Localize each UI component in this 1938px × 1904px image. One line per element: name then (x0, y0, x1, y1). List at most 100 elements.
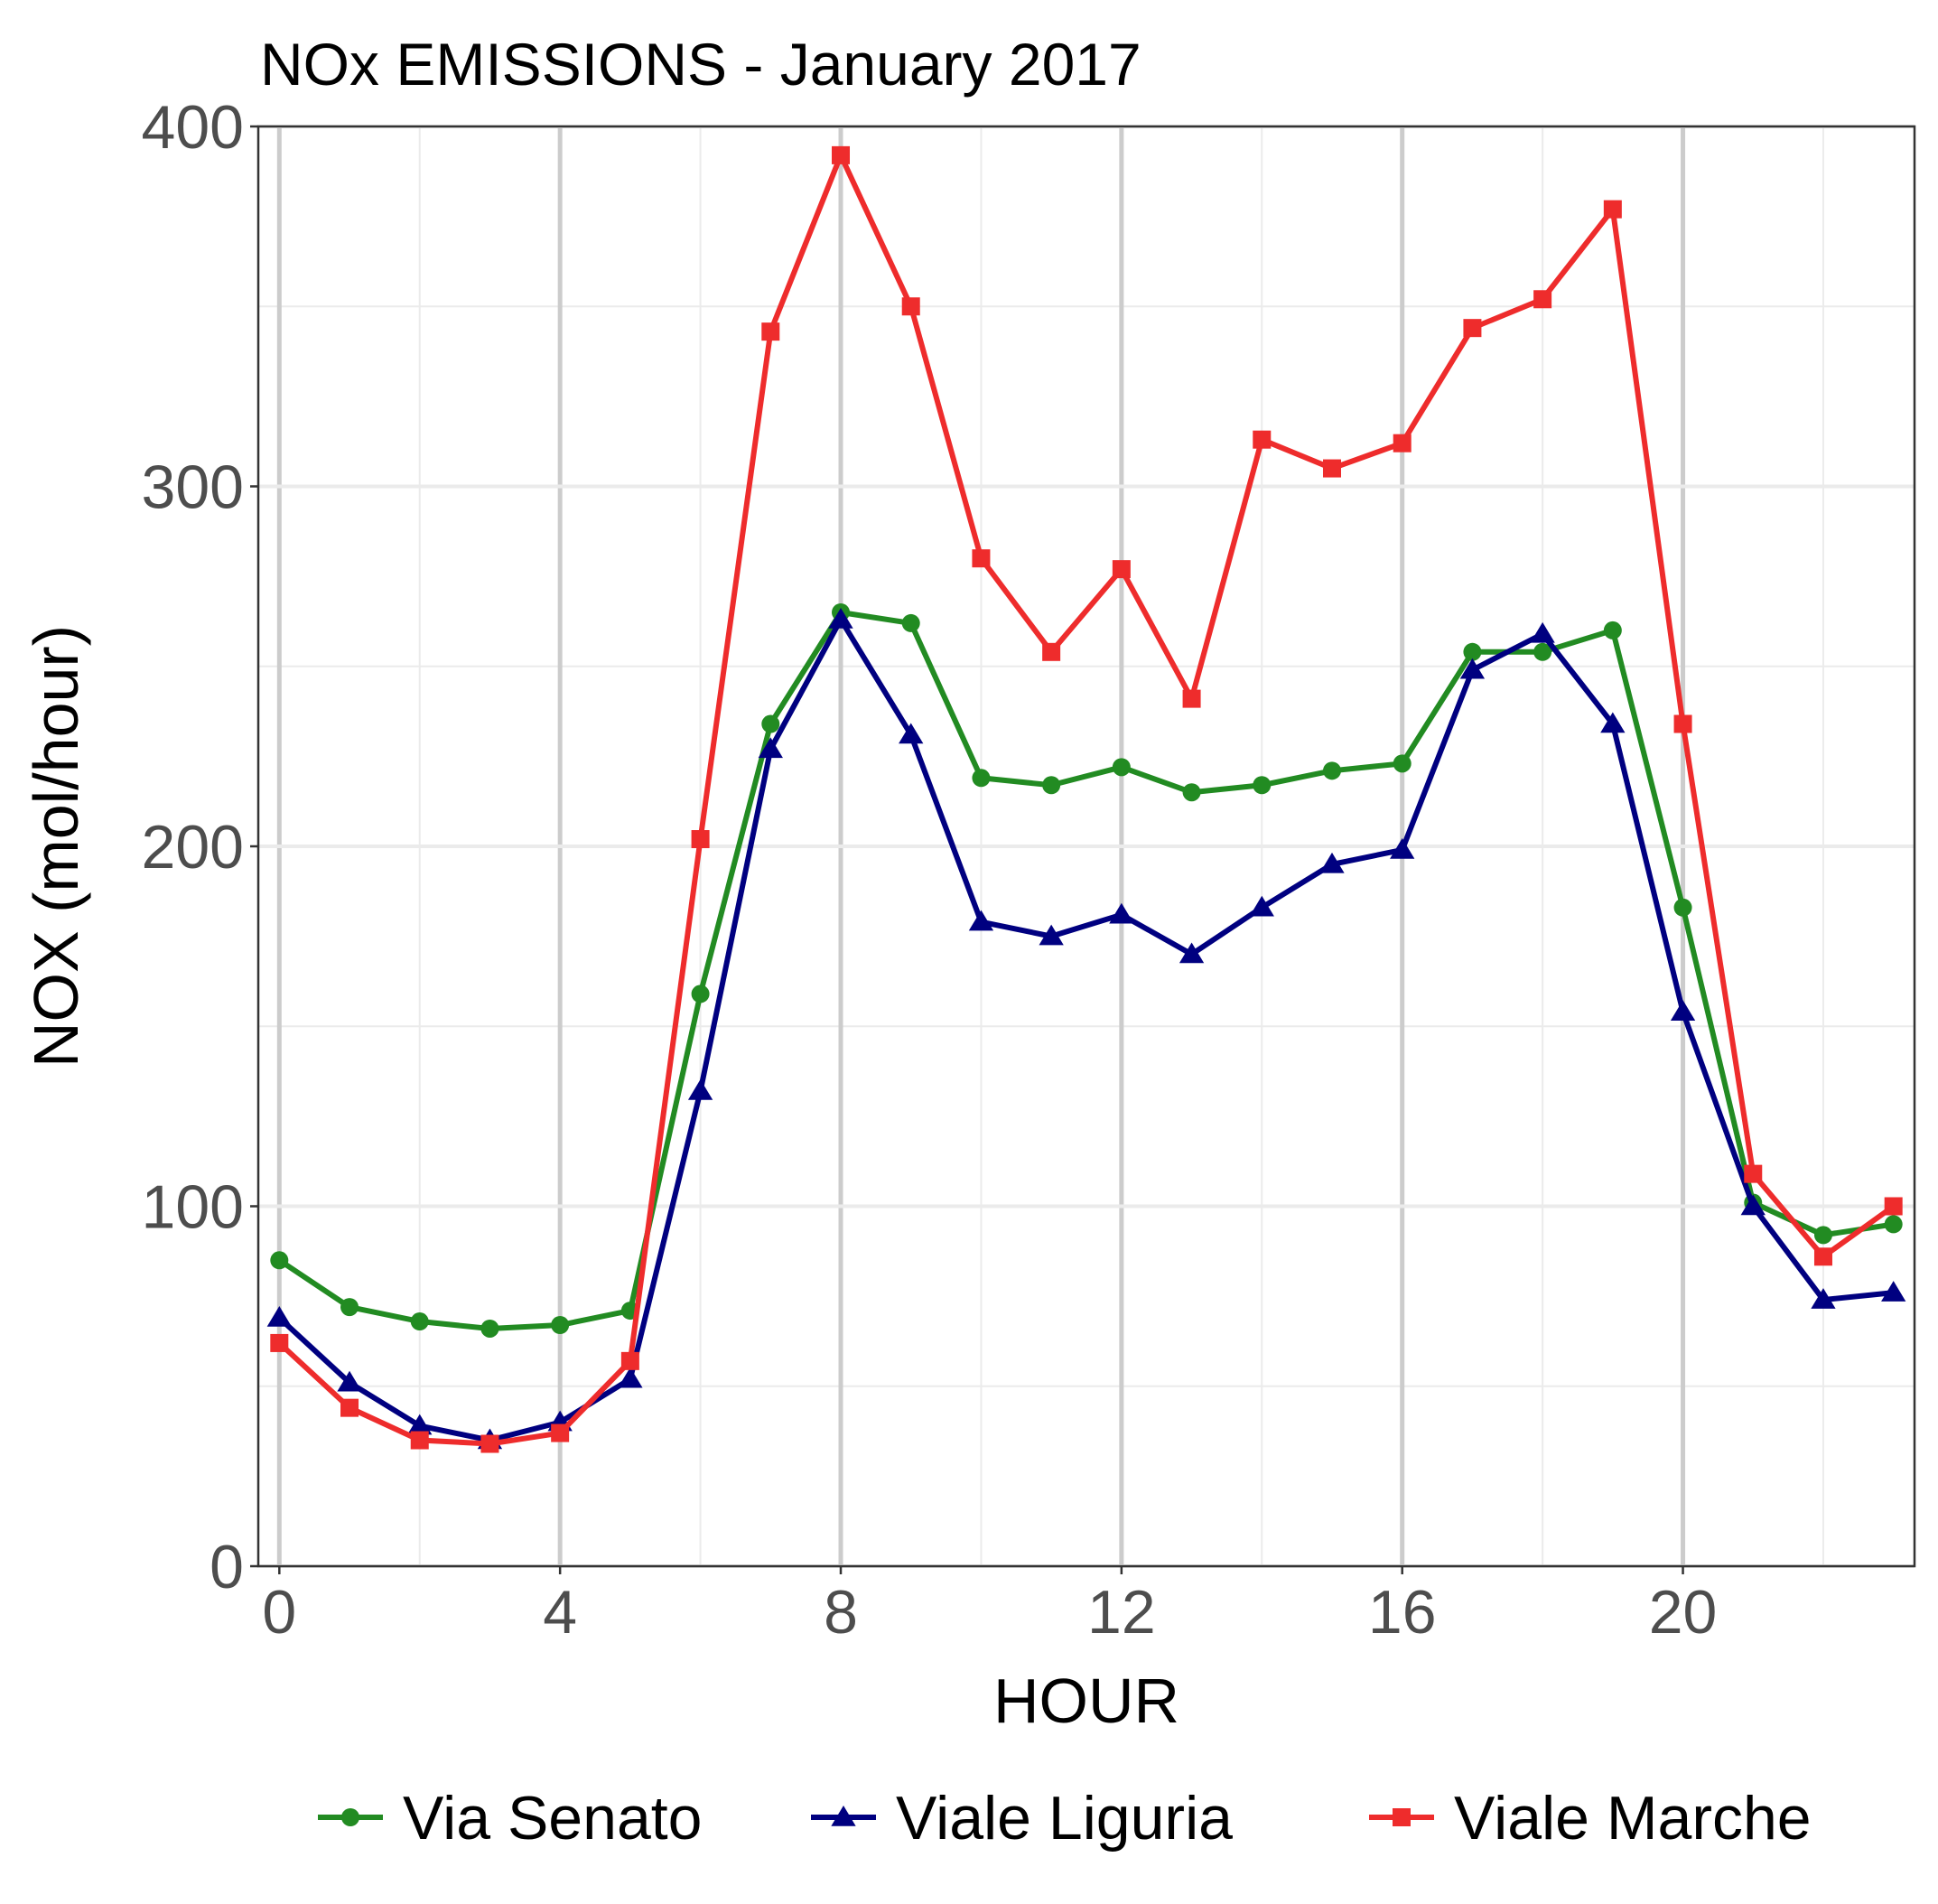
data-point-viale-liguria (266, 1306, 292, 1327)
data-point-viale-liguria (618, 1367, 643, 1388)
x-axis-ticks: 0 4 8 12 16 20 (262, 1566, 1717, 1647)
data-point-viale-liguria (1039, 924, 1064, 946)
data-point-via-senato (1813, 1226, 1832, 1245)
data-point-viale-liguria (968, 910, 994, 931)
series-viale-liguria (266, 607, 1906, 1450)
data-point-viale-liguria (758, 737, 783, 759)
legend-label: Via Senato (403, 1784, 702, 1853)
data-point-viale-marche (1603, 200, 1622, 219)
data-point-viale-marche (551, 1423, 570, 1442)
data-point-via-senato (1463, 642, 1482, 661)
legend-item-viale-marche: Viale Marche (1369, 1784, 1812, 1853)
data-point-viale-liguria (1600, 712, 1626, 733)
data-point-viale-marche (1744, 1164, 1763, 1183)
legend-label: Viale Marche (1454, 1784, 1812, 1853)
data-point-viale-marche (1463, 319, 1482, 338)
series-line-viale-marche (277, 152, 1896, 1447)
x-tick-label: 20 (1649, 1578, 1718, 1647)
data-point-viale-marche (340, 1398, 359, 1417)
x-tick-label: 8 (824, 1578, 858, 1647)
series-line-viale-liguria (277, 616, 1894, 1443)
data-point-viale-marche (1253, 430, 1272, 449)
data-point-viale-liguria (1740, 1194, 1766, 1216)
chart-title: NOx EMISSIONS - January 2017 (260, 31, 1141, 98)
legend-item-via-senato: Via Senato (318, 1784, 702, 1853)
x-tick-label: 16 (1368, 1578, 1437, 1647)
data-point-viale-marche (1533, 290, 1552, 309)
data-point-viale-marche (1884, 1197, 1903, 1216)
legend-key-marker (341, 1808, 359, 1826)
data-point-viale-liguria (687, 1078, 713, 1100)
data-point-viale-marche (691, 830, 710, 849)
legend-key-marker (831, 1806, 856, 1826)
data-point-viale-liguria (1811, 1288, 1836, 1309)
y-tick-label: 100 (142, 1173, 244, 1242)
data-point-via-senato (1884, 1215, 1903, 1234)
data-point-viale-marche (1673, 714, 1692, 733)
y-tick-label: 0 (210, 1533, 244, 1601)
data-point-viale-liguria (337, 1370, 362, 1392)
y-axis-title: NOX (mol/hour) (21, 625, 91, 1068)
legend-key-marker (1393, 1808, 1411, 1826)
data-point-viale-liguria (1319, 852, 1345, 873)
data-point-viale-marche (832, 145, 851, 164)
x-axis-title: HOUR (993, 1666, 1179, 1736)
data-point-viale-marche (410, 1431, 429, 1450)
data-point-viale-marche (480, 1434, 499, 1453)
legend-item-viale-liguria: Viale Liguria (811, 1784, 1233, 1853)
data-point-viale-marche (901, 297, 920, 316)
series-line-via-senato (277, 609, 1895, 1331)
data-point-viale-liguria (1390, 837, 1415, 859)
data-point-viale-liguria (1530, 621, 1555, 643)
data-point-via-senato (340, 1298, 359, 1317)
data-point-viale-liguria (899, 723, 924, 744)
data-point-via-senato (1112, 758, 1131, 777)
data-point-via-senato (691, 985, 710, 1003)
data-point-viale-marche (1813, 1247, 1832, 1266)
y-tick-label: 300 (142, 453, 244, 522)
x-tick-label: 12 (1087, 1578, 1156, 1647)
data-point-via-senato (1182, 783, 1201, 802)
data-point-via-senato (1253, 776, 1272, 795)
data-point-viale-liguria (1249, 895, 1274, 917)
data-point-viale-liguria (407, 1414, 433, 1435)
data-point-via-senato (1393, 754, 1412, 773)
data-point-viale-marche (1112, 560, 1131, 579)
legend: Via Senato Viale Liguria Viale Marche (318, 1784, 1812, 1853)
data-point-via-senato (551, 1316, 570, 1335)
data-point-via-senato (761, 714, 780, 733)
data-point-viale-liguria (1459, 658, 1486, 679)
series-viale-marche (270, 145, 1903, 1453)
legend-label: Viale Liguria (896, 1784, 1233, 1853)
data-point-via-senato (1322, 761, 1341, 780)
x-tick-label: 0 (262, 1578, 296, 1647)
data-point-via-senato (410, 1312, 429, 1331)
series-layer (266, 145, 1906, 1453)
data-point-viale-liguria (1881, 1281, 1906, 1302)
data-point-viale-marche (620, 1351, 639, 1370)
data-point-via-senato (1673, 898, 1692, 917)
data-point-via-senato (972, 769, 991, 788)
data-point-viale-liguria (1179, 942, 1205, 964)
data-point-viale-liguria (1109, 902, 1134, 924)
y-axis-ticks: 0 100 200 300 400 (142, 93, 258, 1601)
y-tick-label: 400 (142, 93, 244, 162)
data-point-viale-liguria (828, 607, 853, 629)
data-point-viale-marche (270, 1333, 289, 1352)
x-tick-label: 4 (543, 1578, 577, 1647)
data-point-via-senato (1042, 776, 1061, 795)
data-point-viale-marche (1322, 459, 1341, 478)
data-point-viale-marche (972, 549, 991, 568)
data-point-via-senato (1603, 621, 1622, 639)
data-point-viale-liguria (1670, 1000, 1696, 1022)
data-point-viale-marche (1393, 434, 1412, 453)
data-point-via-senato (270, 1251, 289, 1270)
data-point-viale-marche (1042, 642, 1061, 661)
data-point-via-senato (480, 1319, 499, 1338)
data-point-via-senato (901, 613, 920, 632)
data-point-viale-marche (1182, 689, 1201, 708)
data-point-via-senato (1533, 642, 1552, 661)
y-tick-label: 200 (142, 813, 244, 882)
